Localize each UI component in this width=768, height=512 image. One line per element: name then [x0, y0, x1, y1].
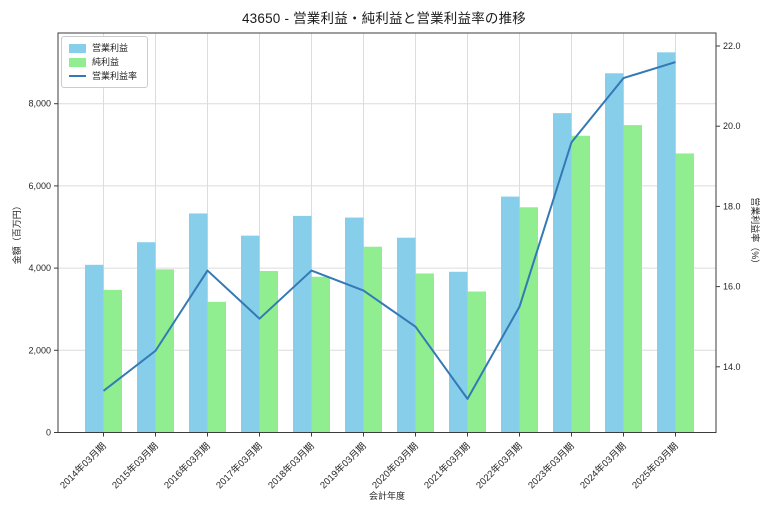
x-tick-label: 2025年03月期: [630, 440, 681, 491]
legend-label-margin: 営業利益率: [92, 71, 138, 81]
bar-net-profit: [259, 270, 278, 433]
y-right-tick-label: 18.0: [723, 201, 741, 211]
y-right-tick-label: 22.0: [723, 41, 741, 51]
y-left-tick-label: 8,000: [28, 99, 51, 109]
x-tick-label: 2016年03月期: [162, 440, 213, 491]
net-profit-swatch-icon: [69, 57, 86, 67]
y-left-tick-label: 6,000: [28, 181, 51, 191]
x-tick-label: 2018年03月期: [266, 440, 317, 491]
legend: 営業利益 純利益 営業利益率: [61, 36, 149, 88]
x-tick-label: 2014年03月期: [58, 440, 109, 491]
x-tick-label: 2023年03月期: [526, 440, 577, 491]
y-right-tick-label: 16.0: [723, 282, 741, 292]
y-left-axis-title: 金額（百万円）: [11, 201, 22, 264]
legend-item-net-profit: 純利益: [69, 57, 137, 67]
bar-net-profit: [415, 273, 434, 433]
y-right-tick-label: 20.0: [723, 121, 741, 131]
x-tick-label: 2017年03月期: [214, 440, 265, 491]
bar-net-profit: [467, 291, 486, 433]
x-tick-label: 2019年03月期: [318, 440, 369, 491]
bar-net-profit: [155, 269, 174, 433]
chart-title: 43650 - 営業利益・純利益と営業利益率の推移: [241, 11, 527, 26]
bar-operating-profit: [605, 73, 624, 433]
operating-profit-swatch-icon: [69, 43, 86, 53]
legend-item-margin: 営業利益率: [69, 71, 137, 81]
bar-net-profit: [207, 301, 226, 433]
y-left-tick-label: 0: [46, 428, 51, 438]
bar-operating-profit: [85, 264, 104, 433]
x-tick-label: 2015年03月期: [110, 440, 161, 491]
x-tick-label: 2022年03月期: [474, 440, 525, 491]
bar-net-profit: [311, 276, 330, 433]
x-tick-label: 2021年03月期: [422, 440, 473, 491]
x-tick-label: 2020年03月期: [370, 440, 421, 491]
bar-operating-profit: [397, 237, 416, 433]
y-right-axis-title: 営業利益率（%）: [750, 197, 761, 268]
bar-operating-profit: [553, 113, 572, 433]
margin-line-swatch-icon: [69, 75, 86, 77]
legend-label-net-profit: 純利益: [92, 57, 120, 67]
bar-net-profit: [623, 125, 642, 433]
bar-net-profit: [571, 135, 590, 433]
bar-operating-profit: [345, 217, 364, 433]
bar-net-profit: [519, 207, 538, 433]
axis-spine: [57, 32, 717, 433]
y-left-tick-label: 2,000: [28, 345, 51, 355]
bar-operating-profit: [241, 235, 260, 433]
legend-item-operating-profit: 営業利益: [69, 43, 137, 53]
bar-operating-profit: [189, 213, 208, 433]
legend-label-operating-profit: 営業利益: [92, 43, 129, 53]
margin-line: [102, 61, 676, 400]
bar-net-profit: [675, 153, 694, 433]
y-right-tick-label: 14.0: [723, 362, 741, 372]
y-left-tick-label: 4,000: [28, 263, 51, 273]
bar-operating-profit: [137, 242, 156, 433]
x-axis-title: 会計年度: [369, 490, 405, 501]
bar-operating-profit: [449, 271, 468, 433]
bar-operating-profit: [657, 52, 676, 433]
bar-net-profit: [103, 289, 122, 433]
bar-operating-profit: [293, 215, 312, 433]
bar-operating-profit: [501, 196, 520, 433]
x-tick-label: 2024年03月期: [578, 440, 629, 491]
bar-net-profit: [363, 246, 382, 433]
